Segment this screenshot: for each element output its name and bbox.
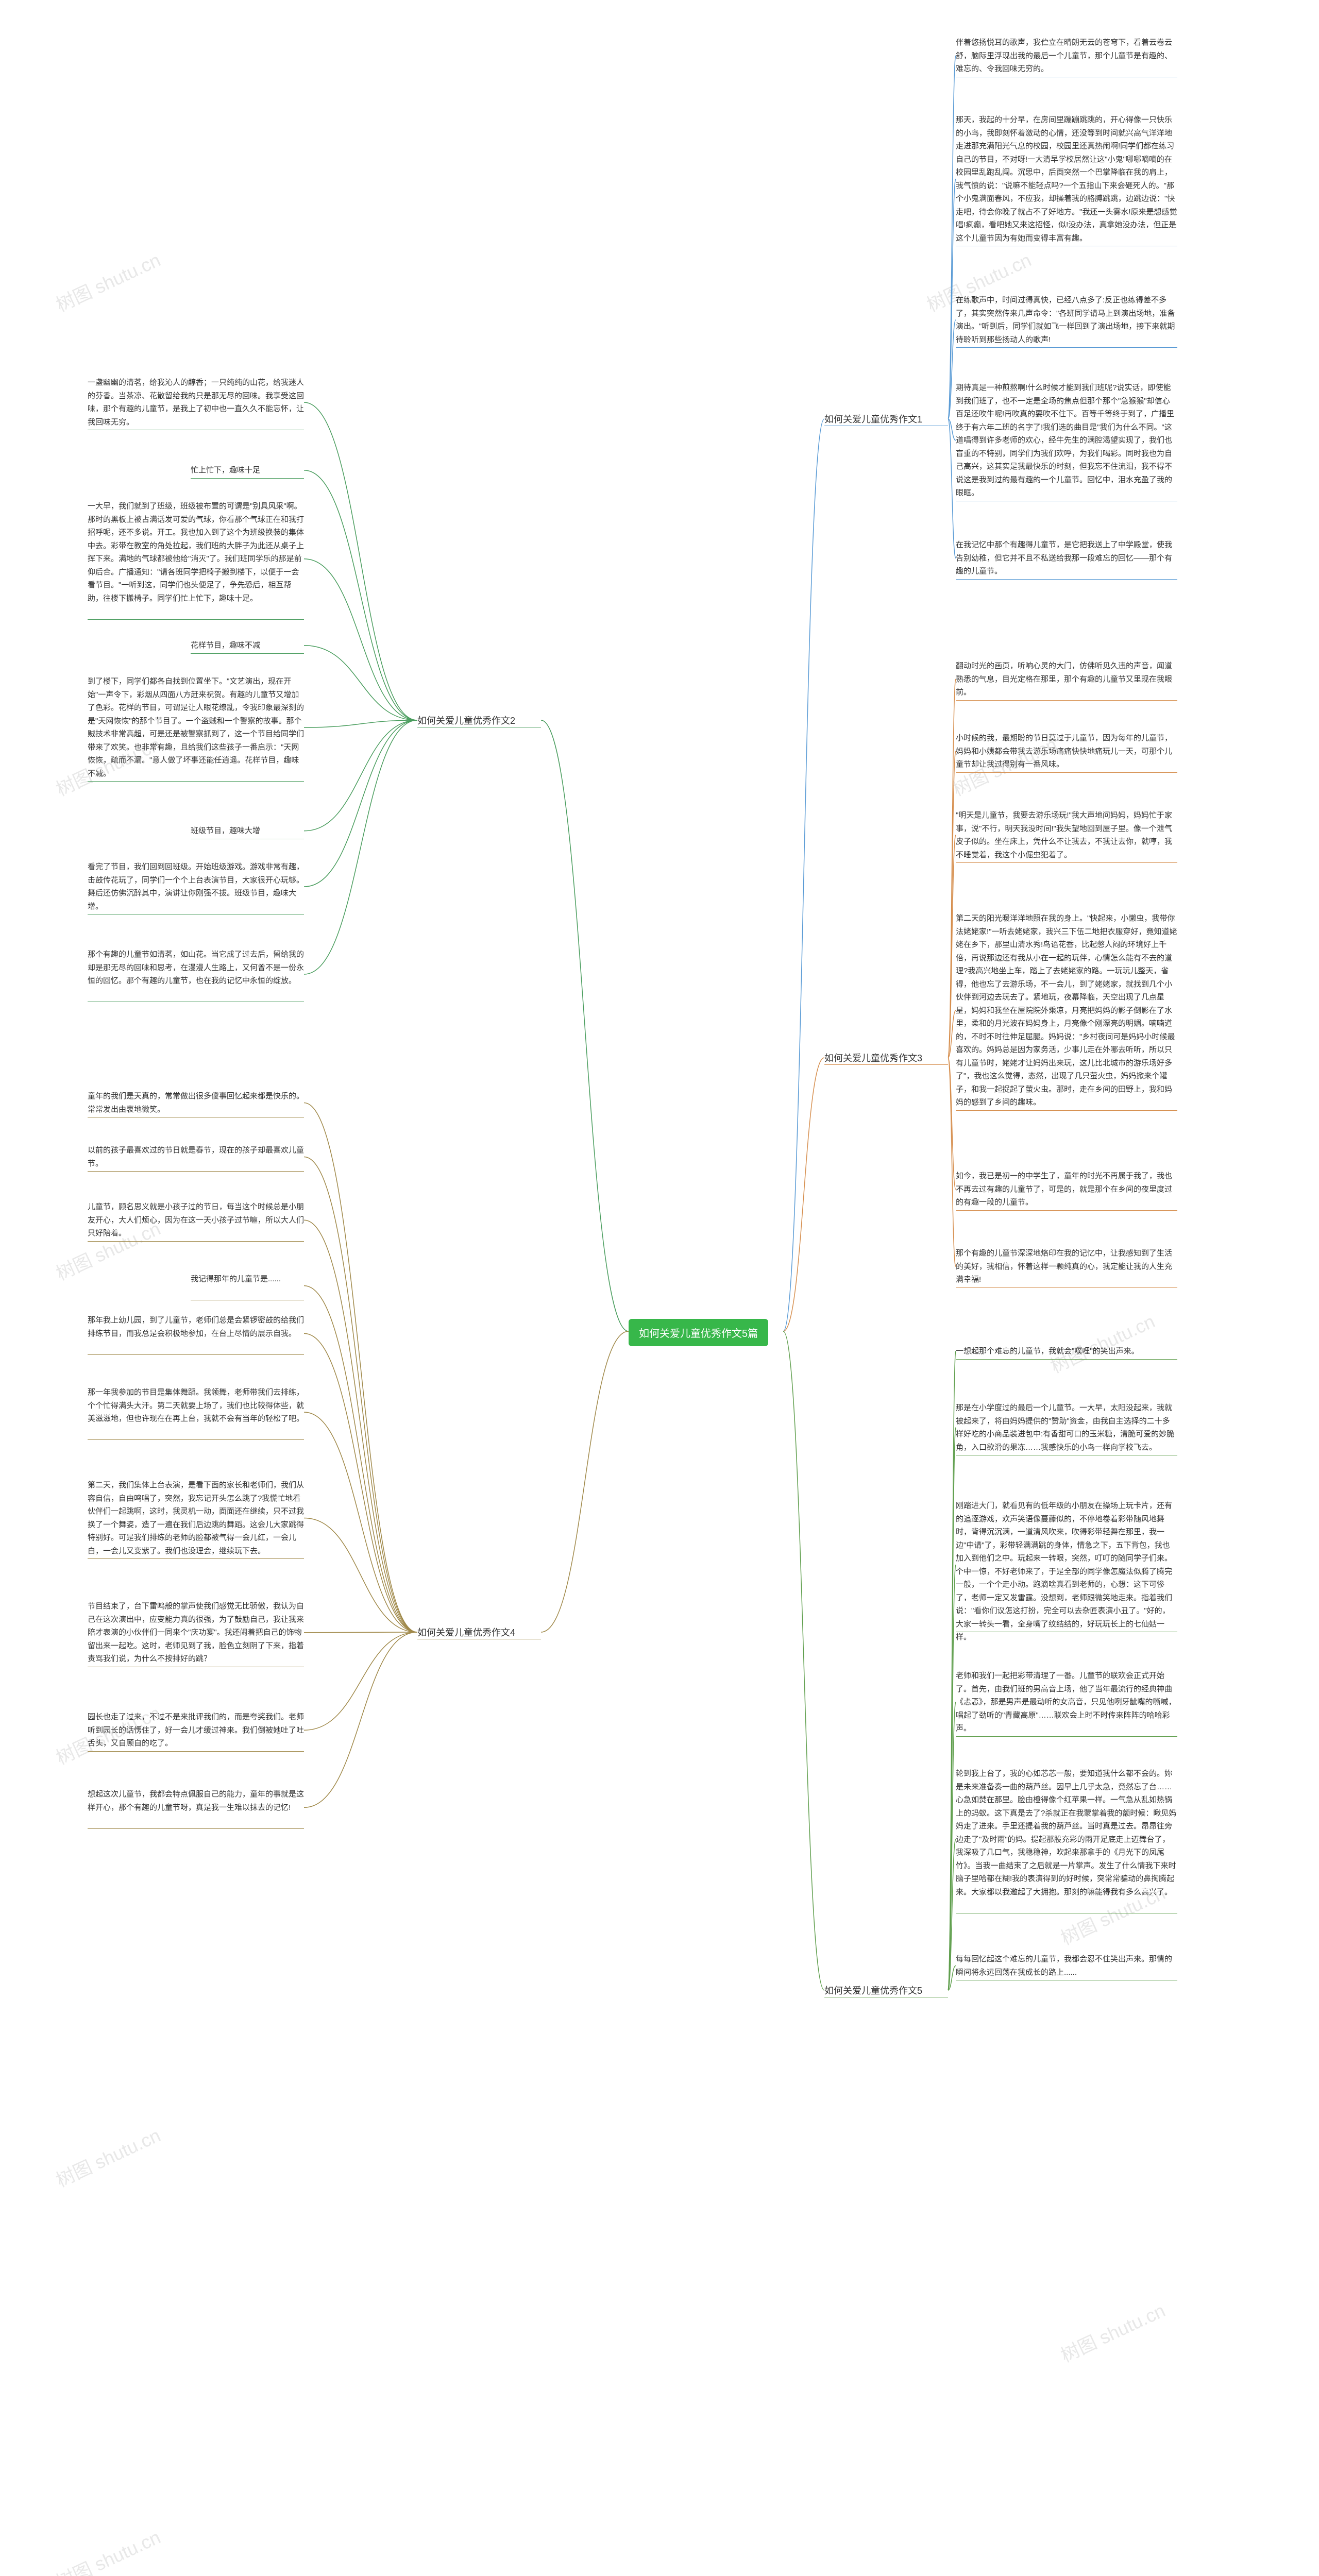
leaf-underline: [956, 1110, 1177, 1111]
leaf-node: 园长也走了过来，不过不是来批评我们的，而是夸奖我们。老师听到园长的话愣住了，好一…: [88, 1710, 304, 1750]
leaf-node: 在我记忆中那个有趣得儿童节，是它把我送上了中学殿堂，使我告别幼稚，但它并不且不私…: [956, 538, 1177, 578]
leaf-node: 班级节目，趣味大增: [191, 824, 304, 838]
leaf-underline: [956, 347, 1177, 348]
watermark: 树图 shutu.cn: [51, 245, 164, 317]
leaf-node: 一大早，我们就到了班级，班级被布置的可谓是"别具风采"啊。那时的黑板上被占满话发…: [88, 500, 304, 605]
leaf-underline: [88, 1558, 304, 1559]
branch-label: 如何关爱儿童优秀作文4: [417, 1625, 515, 1639]
leaf-node: 花样节目，趣味不减: [191, 639, 304, 652]
leaf-underline: [956, 862, 1177, 863]
leaf-node: 翻动时光的画页，听响心灵的大门，仿佛听见久违的声音，闻道熟悉的气息，目光定格在那…: [956, 659, 1177, 699]
leaf-node: "明天是儿童节，我要去游乐场玩!"我大声地问妈妈，妈妈忙于家事，说"不行，明天我…: [956, 809, 1177, 861]
leaf-node: 儿童节，顾名思义就是小孩子过的节日，每当这个时候总是小朋友开心，大人们烦心，因为…: [88, 1200, 304, 1240]
leaf-underline: [191, 478, 304, 479]
branch-underline: [824, 1064, 948, 1065]
leaf-node: 童年的我们是天真的，常常做出很多傻事回忆起来都是快乐的。常常发出由衷地微笑。: [88, 1090, 304, 1116]
root-label: 如何关爱儿童优秀作文5篇: [639, 1328, 758, 1340]
leaf-node: 看完了节目，我们回到回班级。开始班级游戏。游戏非常有趣，击鼓传花玩了，同学们一个…: [88, 860, 304, 913]
leaf-underline: [956, 772, 1177, 773]
leaf-node: 那年我上幼儿园，到了儿童节，老师们总是会紧锣密鼓的给我们排练节目，而我总是会积极…: [88, 1314, 304, 1340]
leaf-underline: [88, 1751, 304, 1752]
leaf-node: 一想起那个难忘的儿童节，我就会"噗哩"的笑出声来。: [956, 1345, 1177, 1358]
root-node: 如何关爱儿童优秀作文5篇: [629, 1319, 768, 1346]
leaf-underline: [956, 1210, 1177, 1211]
leaf-underline: [956, 1287, 1177, 1288]
leaf-node: 刚踏进大门，就看见有的低年级的小朋友在操场上玩卡片，还有的追逐游戏，欢声笑语像蔓…: [956, 1499, 1177, 1644]
leaf-underline: [88, 1439, 304, 1440]
leaf-node: 那一年我参加的节目是集体舞蹈。我领舞，老师带我们去排练，个个忙得满头大汗。第二天…: [88, 1386, 304, 1426]
leaf-underline: [956, 1359, 1177, 1360]
leaf-node: 每每回忆起这个难忘的儿童节，我都会忍不住笑出声来。那情的瞬间将永远回荡在我成长的…: [956, 1953, 1177, 1979]
leaf-underline: [956, 700, 1177, 701]
leaf-underline: [956, 1736, 1177, 1737]
leaf-node: 那天，我起的十分早，在房间里蹦蹦跳跳的，开心得像一只快乐的小鸟，我即刻怀着激动的…: [956, 113, 1177, 245]
leaf-node: 伴着悠扬悦耳的歌声，我伫立在晴朗无云的苍穹下，看着云卷云舒，脑际里浮现出我的最后…: [956, 36, 1177, 76]
leaf-node: 忙上忙下，趣味十足: [191, 464, 304, 477]
leaf-node: 节目结束了，台下雷鸣般的掌声使我们感觉无比骄傲，我认为自己在这次演出中，应变能力…: [88, 1600, 304, 1666]
leaf-node: 老师和我们一起把彩带清理了一番。儿童节的联欢会正式开始了。首先，由我们班的男高音…: [956, 1669, 1177, 1735]
leaf-underline: [88, 1828, 304, 1829]
leaf-node: 想起这次儿童节，我都会特点佩服自己的能力，童年的事就是这样开心，那个有趣的儿童节…: [88, 1788, 304, 1814]
leaf-underline: [88, 781, 304, 782]
leaf-node: 我记得那年的儿童节是......: [191, 1273, 304, 1286]
leaf-underline: [88, 619, 304, 620]
branch-label: 如何关爱儿童优秀作文3: [824, 1051, 922, 1064]
leaf-node: 第二天，我们集体上台表演，是看下面的家长和老师们，我们从容自信，自由鸣唱了，突然…: [88, 1479, 304, 1557]
watermark: 树图 shutu.cn: [1056, 2296, 1169, 2367]
leaf-underline: [88, 1241, 304, 1242]
leaf-node: 那个有趣的儿童节如清茗，如山花。当它成了过去后，留给我的却是那无尽的回味和思考，…: [88, 948, 304, 988]
watermark: 树图 shutu.cn: [1045, 1307, 1159, 1378]
leaf-underline: [88, 1171, 304, 1172]
watermark: 树图 shutu.cn: [51, 2121, 164, 2192]
leaf-node: 那个有趣的儿童节深深地烙印在我的记忆中，让我感知到了生活的美好，我相信，怀着这样…: [956, 1247, 1177, 1286]
leaf-underline: [88, 1354, 304, 1355]
leaf-node: 在练歌声中，时间过得真快，已经八点多了:反正也练得差不多了，其实突然传来几声命令…: [956, 294, 1177, 346]
branch-label: 如何关爱儿童优秀作文1: [824, 412, 922, 426]
leaf-node: 小时候的我，最期盼的节日莫过于儿童节，因为每年的儿童节，妈妈和小姨都会带我去游乐…: [956, 732, 1177, 771]
branch-label: 如何关爱儿童优秀作文2: [417, 714, 515, 727]
mindmap-container: 如何关爱儿童优秀作文5篇 如何关爱儿童优秀作文2 一盏幽幽的清茗，给我沁人的醇香；…: [21, 21, 1298, 2576]
leaf-node: 期待真是一种煎熬啊!什么时候才能到我们班呢?说实话，即使能到我们班了，也不一定是…: [956, 381, 1177, 500]
leaf-underline: [956, 579, 1177, 580]
leaf-underline: [191, 653, 304, 654]
leaf-node: 轮到我上台了，我的心如芯芯一般，要知道我什么都不会的。妳是未来准备奏一曲的葫芦丝…: [956, 1767, 1177, 1899]
leaf-node: 到了楼下，同学们都各自找到位置坐下。"文艺演出，现在开始"一声令下，彩烟从四面八…: [88, 675, 304, 780]
leaf-node: 以前的孩子最喜欢过的节日就是春节，现在的孩子却最喜欢儿童节。: [88, 1144, 304, 1170]
leaf-node: 那是在小学度过的最后一个儿童节。一大早，太阳没起来，我就被起来了，将由妈妈提供的…: [956, 1401, 1177, 1454]
watermark: 树图 shutu.cn: [51, 2522, 164, 2576]
leaf-node: 第二天的阳光暖洋洋地照在我的身上。"快起来，小懒虫，我带你法姥姥家!"一听去姥姥…: [956, 912, 1177, 1109]
leaf-node: 如今，我已是初一的中学生了，童年的时光不再属于我了，我也不再去过有趣的儿童节了，…: [956, 1170, 1177, 1209]
leaf-node: 一盏幽幽的清茗，给我沁人的醇香；一只纯纯的山花，给我迷人的芬香。当茶凉、花散留给…: [88, 376, 304, 429]
branch-label: 如何关爱儿童优秀作文5: [824, 1984, 922, 1997]
